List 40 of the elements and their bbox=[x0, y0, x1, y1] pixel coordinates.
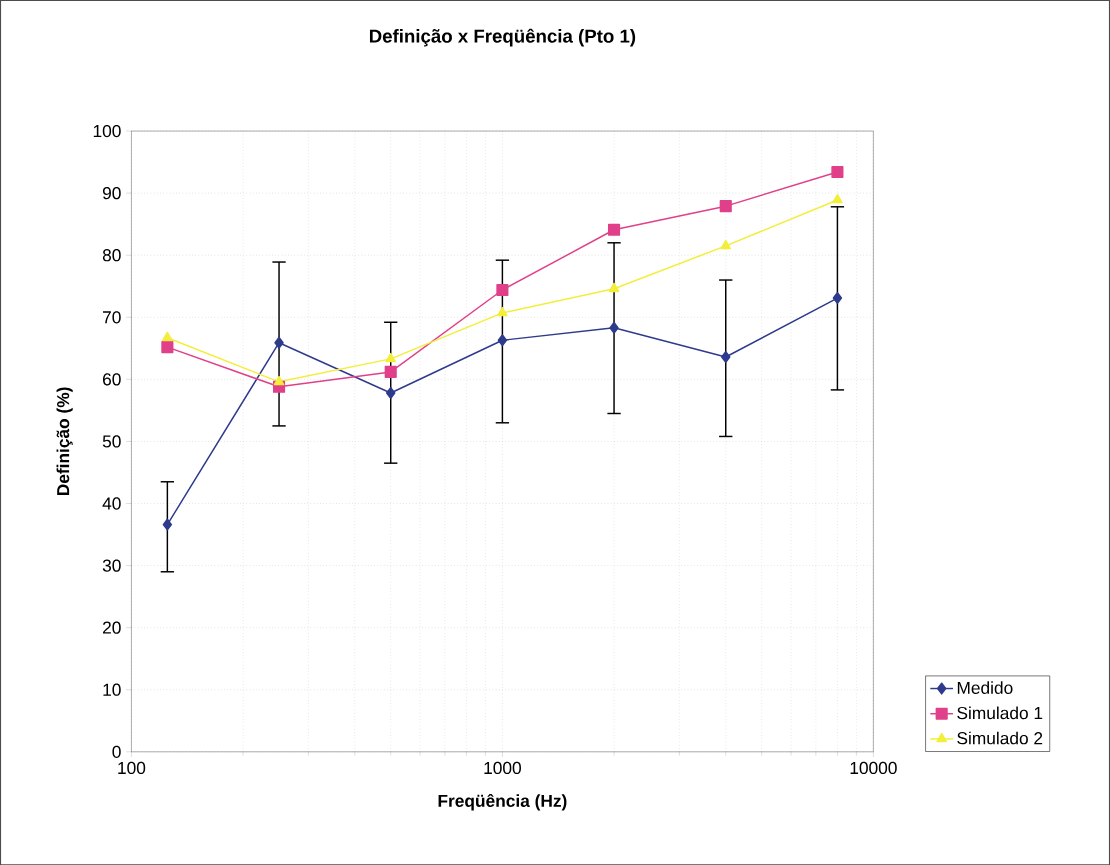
point bbox=[162, 331, 173, 342]
point bbox=[720, 239, 732, 250]
point bbox=[274, 336, 284, 349]
y-tick-label: 90 bbox=[102, 186, 121, 200]
point bbox=[385, 386, 396, 399]
y-tick-label: 70 bbox=[103, 311, 121, 324]
y-tick-label: 40 bbox=[102, 497, 121, 510]
point bbox=[496, 283, 509, 296]
point bbox=[721, 350, 731, 363]
y-tick-label: 100 bbox=[93, 124, 121, 138]
y-tick-label: 50 bbox=[102, 435, 121, 448]
y-tick-label: 20 bbox=[103, 621, 121, 634]
point bbox=[607, 223, 621, 236]
legend-label: Simulado 2 bbox=[957, 731, 1043, 745]
y-axis-title: Definição (%) bbox=[56, 387, 73, 496]
point bbox=[609, 321, 619, 334]
point bbox=[161, 340, 174, 354]
point bbox=[162, 518, 173, 531]
point bbox=[832, 193, 843, 204]
y-tick-label: 80 bbox=[102, 248, 121, 262]
x-tick-label: 1000 bbox=[484, 761, 521, 774]
point bbox=[273, 375, 285, 386]
point bbox=[384, 365, 397, 378]
legend-label: Medido bbox=[957, 681, 1013, 694]
point bbox=[831, 165, 844, 178]
x-axis-title: Freqüência (Hz) bbox=[438, 793, 567, 811]
point bbox=[832, 291, 843, 304]
chart-title: Definição x Freqüência (Pto 1) bbox=[369, 28, 636, 47]
legend-label: Simulado 1 bbox=[957, 706, 1043, 720]
point bbox=[608, 282, 620, 293]
y-tick-label: 0 bbox=[112, 745, 121, 758]
point bbox=[719, 199, 732, 213]
y-tick-label: 60 bbox=[103, 373, 121, 386]
point bbox=[497, 306, 508, 317]
x-tick-label: 100 bbox=[118, 761, 146, 774]
y-tick-label: 10 bbox=[103, 683, 121, 696]
x-tick-label: 10000 bbox=[850, 761, 897, 774]
y-tick-label: 30 bbox=[102, 559, 121, 572]
point bbox=[497, 334, 508, 347]
point bbox=[385, 352, 397, 363]
